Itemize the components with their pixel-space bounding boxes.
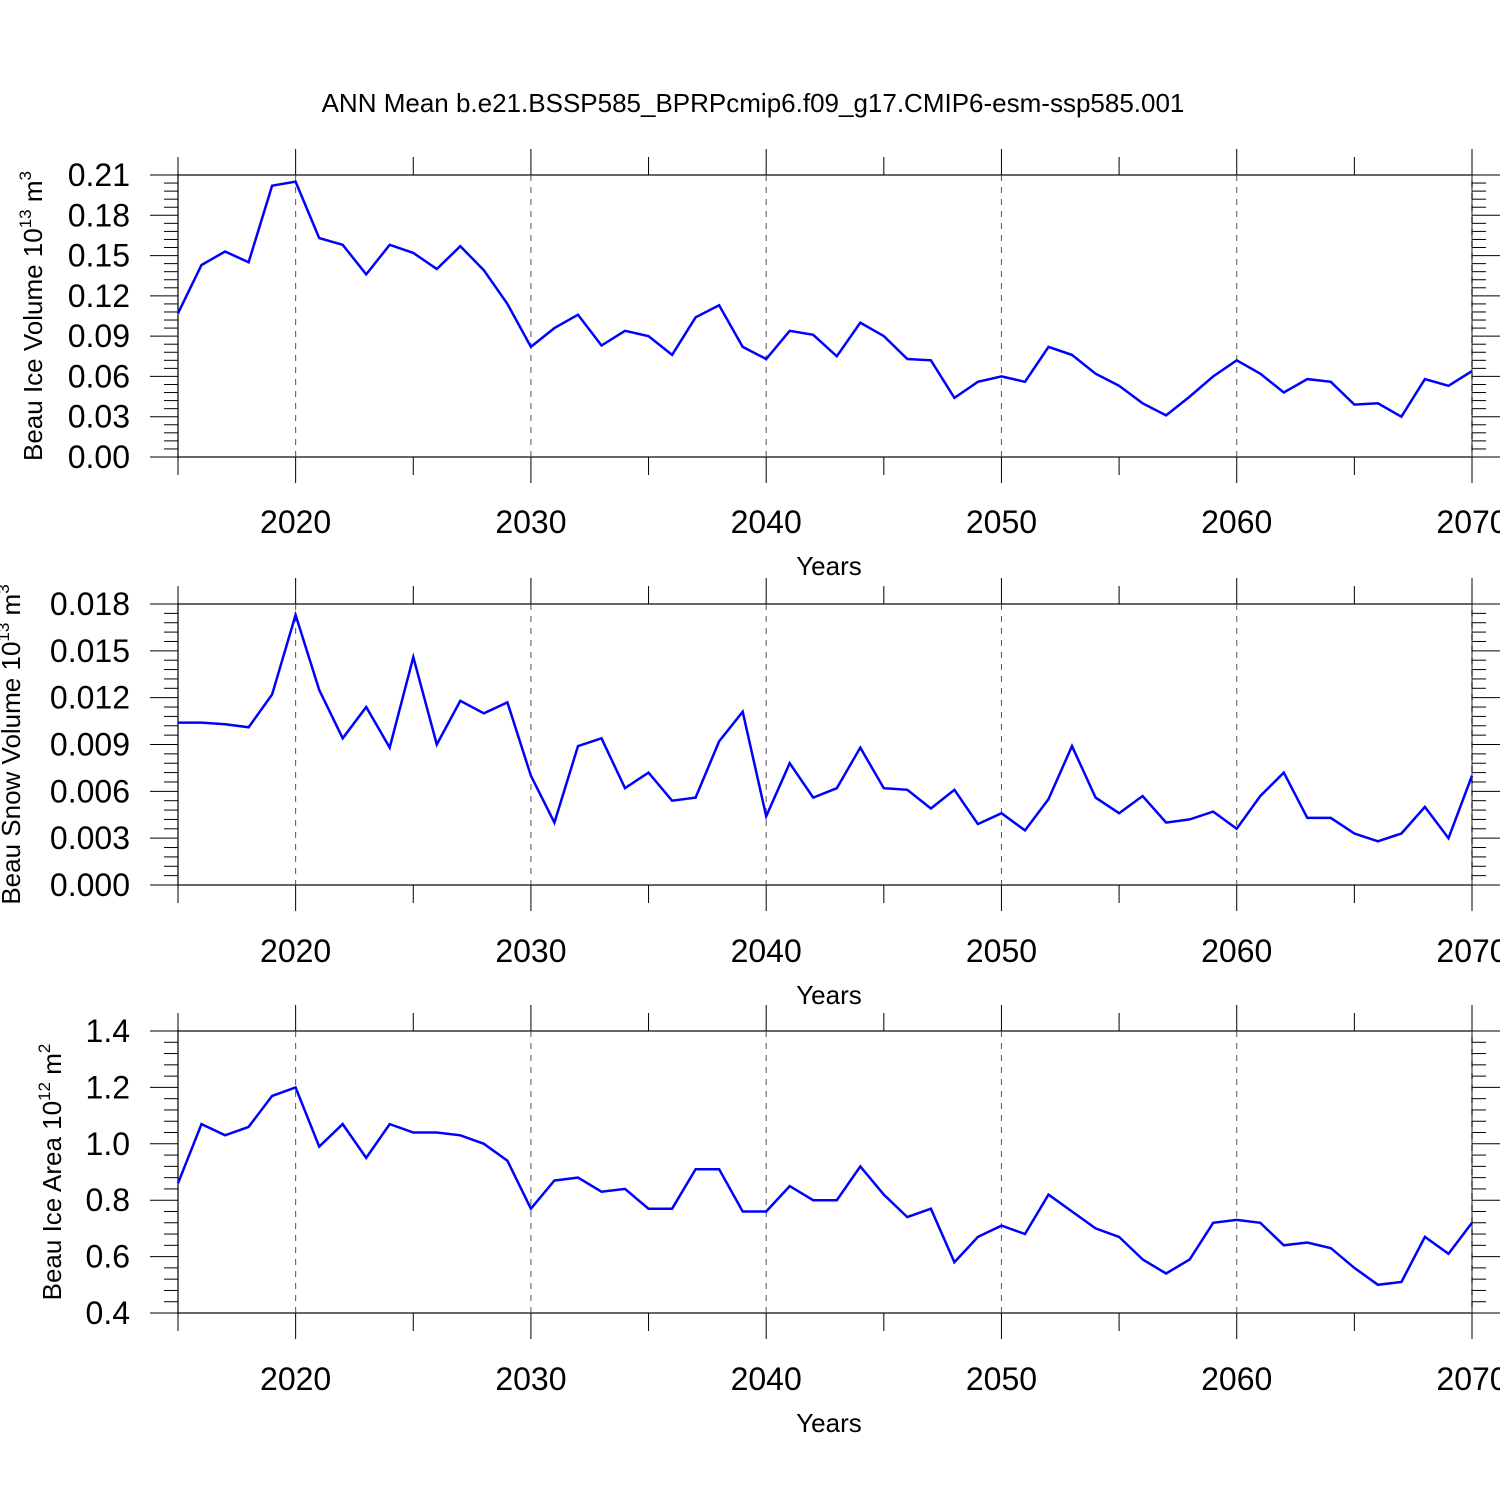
plot-frame [177,1030,1473,1314]
y-tick-label: 0.012 [50,680,130,716]
y-tick-label: 0.21 [68,157,130,193]
x-tick-label-2060: 2060 [1201,504,1272,540]
y-tick-label: 0.8 [86,1182,130,1218]
y-tick-label: 0.006 [50,773,130,809]
y-tick-label: 1.4 [86,1013,130,1049]
y-tick-label: 0.03 [68,399,130,435]
y-tick-label: 0.00 [68,439,130,475]
plot-frame [177,603,1473,886]
y-tick-label: 0.009 [50,727,130,763]
y-tick-label: 0.15 [68,238,130,274]
x-axis-label: Years [796,980,862,1010]
y-tick-label: 0.4 [86,1295,130,1331]
y-tick-label: 0.015 [50,633,130,669]
x-tick-label-2020: 2020 [260,504,331,540]
series-line-2 [178,610,1474,843]
series-line-1 [176,180,1473,419]
x-tick-label-2050: 2050 [966,504,1037,540]
chart-panel-1: 2020 2030 2040 2050 2060 2070 0.00 0.03 0.06 0.09… [16,149,1500,581]
y-tick-label: 0.000 [50,867,130,903]
x-tick-label-2060: 2060 [1201,933,1272,969]
x-tick-label-2040: 2040 [731,1361,802,1397]
y-tick-label: 0.18 [68,197,130,233]
x-tick-label-2070: 2070 [1436,1361,1500,1397]
x-tick-label-2020: 2020 [260,933,331,969]
x-tick-label-2050: 2050 [966,1361,1037,1397]
y-axis-label: Beau Ice Area 1012 m2 [35,1044,67,1301]
x-tick-label-2030: 2030 [495,1361,566,1397]
x-tick-label-2030: 2030 [495,933,566,969]
x-tick-label-2060: 2060 [1201,1361,1272,1397]
x-axis-label: Years [796,551,862,581]
x-tick-label-2070: 2070 [1436,933,1500,969]
y-tick-label: 1.0 [86,1126,130,1162]
y-tick-label: 0.018 [50,586,130,622]
y-axis-label: Beau Snow Volume 1013 m3 [0,584,26,904]
x-tick-label-2070: 2070 [1436,504,1500,540]
chart-panel-2: 2020 2030 2040 2050 2060 2070 0.000 0.003 0.006 0… [0,578,1500,1010]
y-axis-label: Beau Ice Volume 1013 m3 [16,171,48,461]
y-tick-label: 0.003 [50,820,130,856]
x-tick-label-2030: 2030 [495,504,566,540]
series-line-3 [176,1085,1473,1287]
x-tick-label-2040: 2040 [731,933,802,969]
y-tick-label: 0.06 [68,358,130,394]
chart-panel-3: 2020 2030 2040 2050 2060 2070 0.4 0.6 0.8 1.0 1.2 1… [35,1005,1500,1438]
y-tick-label: 1.2 [86,1069,130,1105]
y-tick-label: 0.09 [68,318,130,354]
x-tick-label-2050: 2050 [966,933,1037,969]
y-tick-label: 0.12 [68,278,130,314]
x-tick-label-2020: 2020 [260,1361,331,1397]
y-tick-label: 0.6 [86,1239,130,1275]
plot-frame [177,174,1473,458]
panels: 2020 2030 2040 2050 2060 2070 0.00 0.03 0.06 0.09… [0,149,1500,1438]
x-tick-label-2040: 2040 [731,504,802,540]
x-axis-label: Years [796,1408,862,1438]
figure-title: ANN Mean b.e21.BSSP585_BPRPcmip6.f09_g17… [322,88,1185,118]
